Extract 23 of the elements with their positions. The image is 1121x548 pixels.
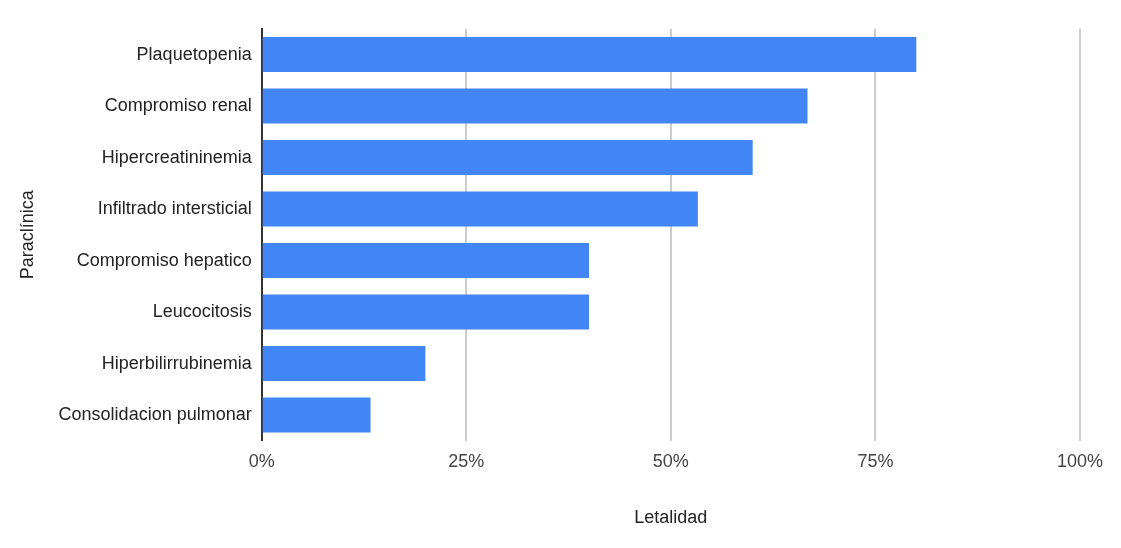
x-tick-label: 0%	[248, 450, 275, 471]
y-tick-label: Hipercreatininemia	[101, 146, 253, 167]
y-tick-label: Leucocitosis	[152, 301, 252, 322]
y-tick-label: Plaquetopenia	[136, 43, 253, 64]
y-tick-label: Consolidacion pulmonar	[58, 404, 252, 425]
y-tick-label: Hiperbilirrubinemia	[101, 352, 253, 373]
bar	[262, 88, 808, 124]
bar	[262, 37, 917, 73]
y-axis-title: Paraclínica	[16, 189, 37, 280]
x-tick-label: 50%	[652, 450, 689, 471]
bar	[262, 191, 698, 227]
bar	[262, 346, 426, 382]
y-tick-label: Infiltrado intersticial	[97, 198, 252, 219]
bar	[262, 243, 590, 279]
x-tick-label: 75%	[857, 450, 894, 471]
x-axis-title: Letalidad	[634, 507, 708, 528]
bar	[262, 294, 590, 330]
bar	[262, 140, 753, 176]
bar	[262, 397, 371, 433]
x-tick-label: 100%	[1056, 450, 1103, 471]
y-tick-label: Compromiso hepatico	[76, 249, 252, 270]
y-tick-label: Compromiso renal	[104, 95, 252, 116]
x-tick-label: 25%	[448, 450, 485, 471]
